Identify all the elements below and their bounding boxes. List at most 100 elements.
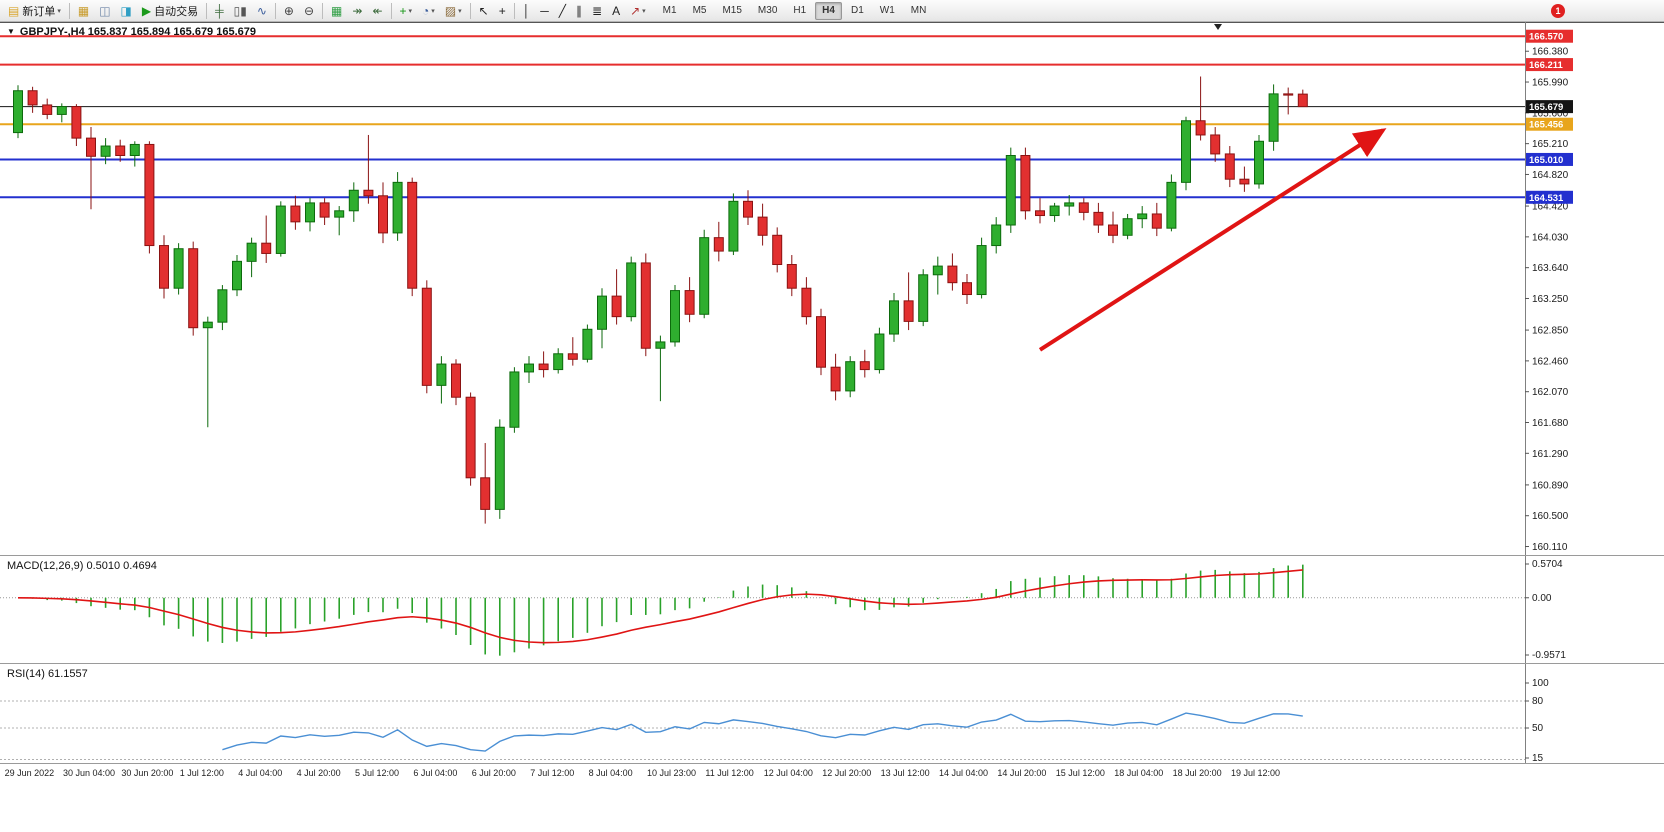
crosshair-icon-glyph: + — [498, 3, 506, 18]
time-label: 19 Jul 12:00 — [1231, 768, 1281, 778]
candle — [1020, 155, 1031, 212]
candles-chart-icon-glyph: ▯▮ — [233, 3, 247, 18]
candle — [567, 353, 578, 360]
price-tick-label: 160.500 — [1532, 511, 1569, 522]
candle — [246, 242, 257, 262]
bars-chart-icon[interactable]: ╪ — [211, 1, 228, 21]
candle — [728, 200, 739, 252]
timeframe-m5[interactable]: M5 — [692, 4, 707, 16]
market-watch-icon[interactable]: ◨ — [117, 1, 136, 21]
dropdown-caret-icon: ▾ — [642, 7, 646, 15]
periods-button[interactable]: ◔ ▾ — [418, 1, 439, 21]
price-chart-pane[interactable]: 166.380 165.990 165.600 165.210 164.820 164.4… — [0, 22, 1664, 556]
candle — [465, 396, 476, 479]
candles-chart-icon[interactable]: ▯▮ — [230, 1, 251, 21]
timeframe-h1[interactable]: H1 — [793, 4, 807, 16]
candle — [173, 248, 184, 289]
charts-stack-icon[interactable]: ▦ — [74, 1, 93, 21]
price-tag-label: 166.211 — [1529, 60, 1564, 71]
profiles-icon-glyph: ◫ — [99, 3, 111, 18]
toolbar-right: 1 — [1551, 3, 1565, 18]
crosshair-icon[interactable]: + — [495, 1, 510, 21]
candle — [670, 290, 680, 343]
toolbar-buttons: ▤ 新订单 ▾ ▦ ◫ ◨ ▶ 自动交易 ╪ ▯▮ ∿ ⊕ ⊖ ▦ ↠ ↞ + ▾ ◔ ▾ ▨ ▾ ↖ + │ ─ ╱ ∥ ≣ A ↗ ▾ — [3, 0, 651, 21]
candle — [202, 321, 213, 329]
candle — [553, 353, 564, 371]
candle — [275, 205, 286, 254]
candle — [772, 234, 783, 266]
timeframe-m15[interactable]: M15 — [722, 4, 742, 16]
price-tick-label: 165.600 — [1532, 108, 1569, 119]
notification-badge[interactable]: 1 — [1551, 3, 1565, 18]
timeframe-m1[interactable]: M1 — [662, 4, 677, 16]
time-label: 4 Jul 20:00 — [296, 768, 341, 778]
time-label: 18 Jul 20:00 — [1172, 768, 1222, 778]
rsi-scale-label: 15 — [1532, 753, 1544, 764]
timeframe-h4[interactable]: H4 — [815, 1, 842, 20]
channel-icon[interactable]: ∥ — [572, 1, 586, 21]
price-tag-label: 164.531 — [1529, 193, 1564, 204]
dropdown-caret-icon: ▾ — [458, 7, 462, 15]
candle — [611, 295, 622, 318]
vertical-line-icon[interactable]: │ — [519, 1, 535, 21]
macd-label: MACD(12,26,9) 0.5010 0.4694 — [7, 560, 157, 572]
candle — [597, 295, 607, 330]
candle — [947, 265, 958, 284]
toolbar: ▤ 新订单 ▾ ▦ ◫ ◨ ▶ 自动交易 ╪ ▯▮ ∿ ⊕ ⊖ ▦ ↠ ↞ + ▾ ◔ ▾ ▨ ▾ ↖ + │ ─ ╱ ∥ ≣ A ↗ ▾ M… — [0, 0, 1664, 22]
arrows-icon[interactable]: ↗ ▾ — [626, 1, 650, 21]
rsi-pane[interactable]: 100 80 50 15 — [0, 664, 1664, 764]
timeframe-m30[interactable]: M30 — [757, 4, 778, 16]
time-label: 13 Jul 12:00 — [880, 768, 930, 778]
macd-signal-line — [17, 569, 1303, 644]
trendline-icon-glyph: ╱ — [558, 3, 566, 18]
candle — [903, 300, 914, 322]
candle — [188, 248, 199, 329]
macd-scale-label: 0.5704 — [1532, 559, 1563, 570]
horizontal-line-icon[interactable]: ─ — [536, 1, 553, 21]
price-tick-label: 164.030 — [1532, 232, 1569, 243]
new-order-button[interactable]: ▤ 新订单 ▾ — [4, 1, 65, 21]
toolbar-separator — [274, 2, 276, 19]
zoom-in-icon-glyph: ⊕ — [283, 3, 294, 18]
time-label: 30 Jun 04:00 — [63, 768, 116, 778]
candle — [684, 290, 695, 315]
candle — [816, 316, 826, 368]
price-tag — [1526, 190, 1573, 204]
fibonacci-icon[interactable]: ≣ — [588, 1, 606, 21]
chart-shift-marker-icon[interactable] — [1214, 24, 1222, 30]
candle — [918, 274, 929, 322]
toolbar-separator — [206, 2, 208, 19]
time-label: 5 Jul 12:00 — [355, 768, 400, 778]
timeframe-d1[interactable]: D1 — [850, 4, 864, 16]
indicators-button[interactable]: + ▾ — [396, 1, 417, 21]
toolbar-separator — [469, 2, 471, 19]
toolbar-separator — [68, 2, 70, 19]
oneclick-trading-arrow-icon[interactable]: ▼ — [7, 27, 15, 36]
candle — [480, 477, 491, 510]
zoom-out-icon[interactable]: ⊖ — [300, 1, 318, 21]
auto-scroll-icon[interactable]: ↠ — [348, 1, 366, 21]
text-icon[interactable]: A — [608, 1, 624, 21]
auto-scroll-icon-glyph: ↠ — [352, 3, 363, 18]
trendline-icon[interactable]: ╱ — [555, 1, 570, 21]
zoom-in-icon[interactable]: ⊕ — [280, 1, 298, 21]
time-label: 14 Jul 04:00 — [939, 768, 989, 778]
timeframe-w1[interactable]: W1 — [879, 4, 895, 16]
macd-pane[interactable]: 0.5704 0.00 -0.9571 — [0, 556, 1664, 664]
chart-shift-icon[interactable]: ↞ — [368, 1, 386, 21]
candle — [1210, 134, 1221, 155]
tile-windows-icon[interactable]: ▦ — [327, 1, 346, 21]
trend-arrow[interactable] — [1038, 128, 1387, 352]
templates-button[interactable]: ▨ ▾ — [441, 1, 466, 21]
timeframe-mn[interactable]: MN — [910, 4, 927, 16]
line-chart-icon[interactable]: ∿ — [253, 1, 271, 21]
profiles-icon[interactable]: ◫ — [95, 1, 114, 21]
cursor-icon[interactable]: ↖ — [475, 1, 493, 21]
horizontal-line-icon-glyph: ─ — [540, 3, 549, 18]
autotrading-button[interactable]: ▶ 自动交易 — [138, 1, 202, 21]
macd-scale-label: -0.9571 — [1532, 650, 1566, 661]
candle — [334, 210, 345, 218]
price-tick-label: 165.990 — [1532, 78, 1569, 89]
candle — [1224, 153, 1235, 180]
candle — [100, 145, 111, 157]
